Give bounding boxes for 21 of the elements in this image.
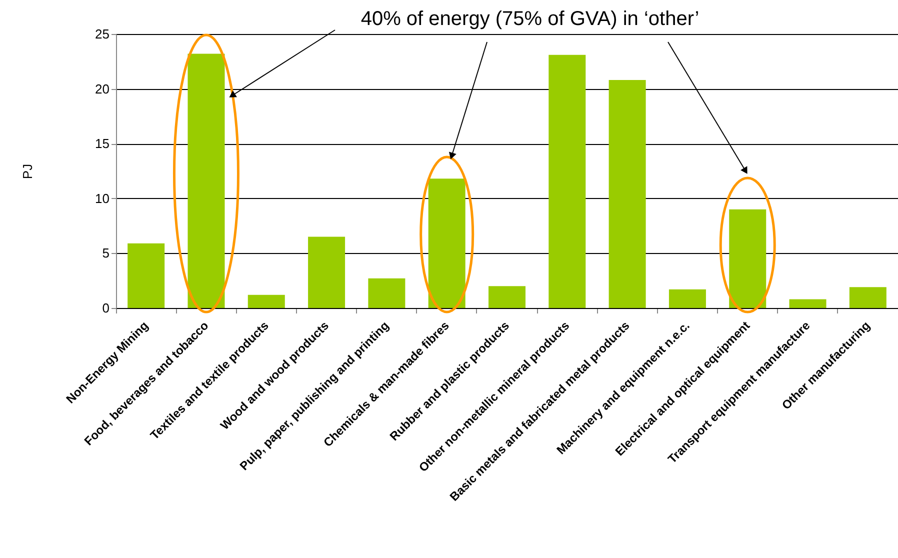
y-tick-label: 15 <box>95 136 110 152</box>
bar <box>428 178 466 308</box>
bar <box>488 286 526 308</box>
y-tick-label: 0 <box>102 300 110 316</box>
bar <box>608 80 646 308</box>
y-axis-title: PJ <box>20 164 36 180</box>
bar <box>308 236 346 308</box>
bar <box>548 54 586 308</box>
y-tick-label: 20 <box>95 81 110 96</box>
bar <box>368 278 406 308</box>
y-tick-label: 10 <box>95 190 110 206</box>
y-tick-label: 25 <box>95 26 110 42</box>
bar <box>849 287 886 308</box>
bar <box>248 294 285 308</box>
bar <box>789 299 826 308</box>
bar <box>128 243 165 308</box>
bar <box>668 289 706 308</box>
y-tick-label: 5 <box>102 246 110 261</box>
bar <box>188 54 225 308</box>
bar <box>729 209 766 308</box>
text: 40% of energy (75% of GVA) in ‘other’ <box>360 8 700 30</box>
